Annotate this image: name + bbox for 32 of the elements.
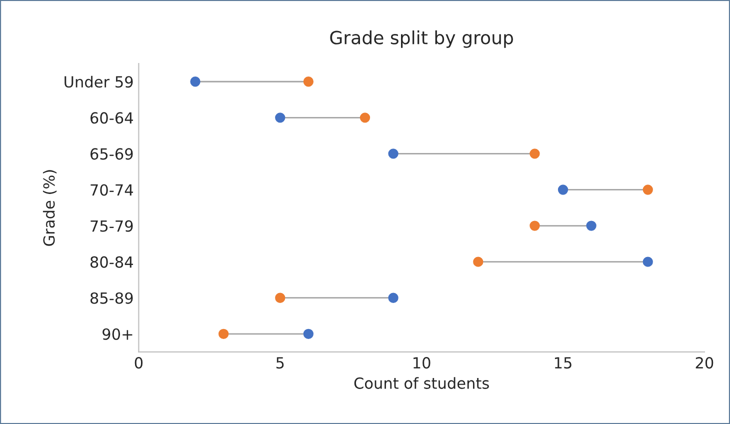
- x-tick-label: 0: [134, 357, 143, 369]
- y-tick-label: 80-84: [90, 256, 133, 268]
- point: [558, 184, 568, 195]
- point: [303, 328, 314, 339]
- point: [530, 220, 540, 231]
- point: [388, 292, 398, 303]
- point: [275, 292, 286, 303]
- y-tick-label: 65-69: [90, 148, 133, 160]
- y-tick-label: Under 59: [64, 76, 133, 88]
- point: [275, 112, 286, 123]
- point: [473, 256, 484, 267]
- point: [586, 220, 596, 231]
- y-tick-label: 70-74: [90, 184, 133, 196]
- x-tick-label: 20: [696, 357, 714, 369]
- y-tick-label: 90+: [102, 328, 132, 340]
- x-tick-label: 5: [276, 357, 284, 369]
- chart-title: Grade split by group: [330, 30, 513, 48]
- point: [642, 184, 653, 195]
- point: [303, 76, 314, 87]
- point: [218, 328, 229, 339]
- point: [388, 148, 398, 159]
- x-axis-title: Count of students: [354, 377, 489, 389]
- point: [360, 112, 370, 123]
- point: [190, 76, 200, 87]
- point: [530, 148, 540, 159]
- x-tick-label: 10: [414, 357, 430, 369]
- y-tick-label: 75-79: [90, 220, 133, 232]
- point: [642, 256, 653, 267]
- y-axis-title: Grade (%): [42, 170, 57, 246]
- y-tick-label: 60-64: [90, 112, 133, 124]
- y-tick-label: 85-89: [90, 292, 133, 304]
- x-tick-label: 15: [554, 357, 572, 369]
